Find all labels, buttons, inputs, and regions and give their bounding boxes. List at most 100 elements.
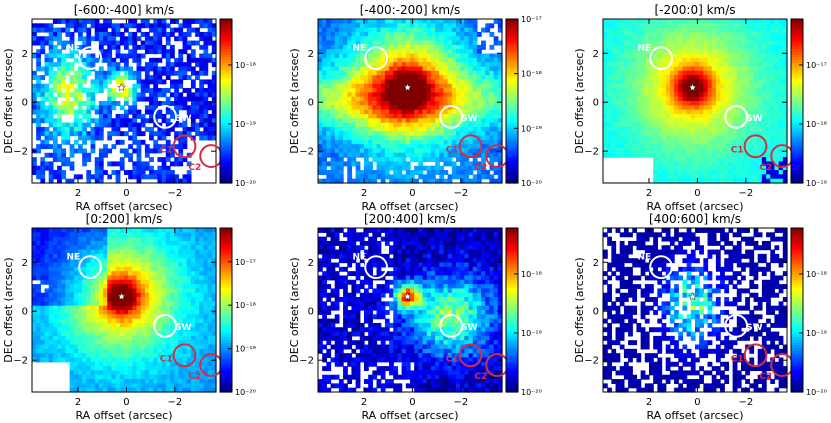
heatmap-cell — [489, 31, 495, 37]
heatmap-cell — [657, 165, 663, 171]
heatmap-cell — [489, 148, 495, 154]
heatmap-cell — [73, 310, 79, 315]
heatmap-cell — [136, 36, 142, 42]
heatmap-cell — [61, 275, 67, 281]
heatmap-cell — [728, 165, 734, 171]
heatmap-cell — [481, 79, 486, 85]
heatmap-cell — [384, 113, 390, 119]
heatmap-cell — [665, 113, 671, 119]
heatmap-cell — [426, 118, 432, 124]
heatmap-cell — [318, 135, 323, 141]
heatmap-cell — [90, 135, 96, 141]
heatmap-cell — [334, 170, 340, 175]
heatmap-cell — [190, 109, 196, 115]
heatmap-cell — [318, 139, 323, 145]
heatmap-cell — [338, 62, 344, 68]
heatmap-cell — [628, 75, 633, 81]
heatmap-cell — [376, 75, 382, 81]
heatmap-cell — [40, 178, 46, 184]
heatmap-cell — [48, 113, 54, 119]
heatmap-cell — [745, 75, 750, 81]
heatmap-cell — [774, 109, 780, 115]
heatmap-cell — [330, 174, 336, 180]
heatmap-cell — [669, 66, 675, 72]
heatmap-cell — [355, 31, 361, 37]
heatmap-cell — [736, 178, 742, 184]
heatmap-cell — [355, 62, 361, 68]
heatmap-cell — [338, 122, 344, 128]
heatmap-cell — [401, 75, 407, 81]
heatmap-cell — [749, 113, 755, 119]
heatmap-cell — [476, 53, 482, 59]
heatmap-cell — [476, 131, 482, 137]
heatmap-cell — [57, 301, 62, 307]
heatmap-cell — [653, 23, 658, 29]
heatmap-cell — [707, 70, 713, 76]
heatmap-cell — [389, 118, 394, 124]
heatmap-cell — [489, 165, 495, 171]
heatmap-cell — [674, 23, 679, 29]
heatmap-cell — [657, 70, 663, 76]
heatmap-cell — [447, 27, 453, 33]
heatmap-cell — [355, 49, 361, 55]
heatmap-cell — [330, 31, 336, 37]
heatmap-cell — [736, 157, 742, 163]
heatmap-cell — [334, 96, 340, 102]
heatmap-cell — [439, 79, 445, 85]
heatmap-cell — [414, 66, 419, 72]
heatmap-cell — [157, 23, 163, 29]
heatmap-cell — [485, 118, 491, 124]
heatmap-cell — [347, 83, 353, 89]
heatmap-cell — [115, 70, 121, 76]
heatmap-cell — [78, 109, 83, 115]
heatmap-cell — [44, 144, 50, 150]
heatmap-cell — [464, 83, 470, 89]
heatmap-cell — [326, 83, 332, 89]
heatmap-cell — [464, 23, 470, 29]
heatmap-cell — [757, 75, 763, 81]
heatmap-cell — [69, 379, 75, 384]
colorbar-segment — [220, 40, 232, 45]
heatmap-cell — [136, 131, 142, 137]
heatmap-cell — [749, 40, 755, 46]
heatmap-cell — [389, 53, 394, 59]
heatmap-cell — [338, 174, 344, 180]
heatmap-cell — [439, 44, 445, 50]
heatmap-cell — [665, 31, 671, 37]
heatmap-cell — [623, 96, 629, 102]
heatmap-cell — [657, 49, 663, 55]
heatmap-cell — [770, 165, 776, 171]
heatmap-cell — [686, 109, 692, 115]
heatmap-cell — [623, 23, 629, 29]
heatmap-cell — [149, 131, 154, 137]
heatmap-cell — [460, 27, 465, 33]
heatmap-cell — [161, 174, 167, 180]
heatmap-cell — [736, 19, 742, 24]
heatmap-cell — [636, 53, 642, 59]
heatmap-cell — [73, 301, 79, 307]
heatmap-cell — [615, 148, 621, 154]
heatmap-cell — [678, 144, 684, 150]
heatmap-cell — [199, 62, 205, 68]
colorbar-segment — [220, 65, 232, 69]
heatmap-cell — [124, 53, 129, 59]
heatmap-cell — [318, 49, 323, 55]
heatmap-cell — [65, 327, 71, 333]
heatmap-cell — [61, 126, 67, 132]
heatmap-cell — [485, 144, 491, 150]
heatmap-cell — [318, 79, 323, 85]
colorbar-segment — [220, 73, 232, 77]
heatmap-cell — [86, 174, 92, 180]
heatmap-cell — [778, 178, 784, 184]
heatmap-cell — [711, 131, 717, 137]
colorbar-segment — [220, 51, 232, 56]
heatmap-cell — [661, 144, 667, 150]
heatmap-cell — [623, 36, 629, 42]
heatmap-cell — [736, 83, 742, 89]
heatmap-cell — [414, 96, 419, 102]
heatmap-cell — [435, 23, 440, 29]
heatmap-cell — [736, 139, 742, 145]
heatmap-cell — [603, 36, 608, 42]
heatmap-cell — [741, 165, 746, 171]
heatmap-cell — [690, 109, 696, 115]
